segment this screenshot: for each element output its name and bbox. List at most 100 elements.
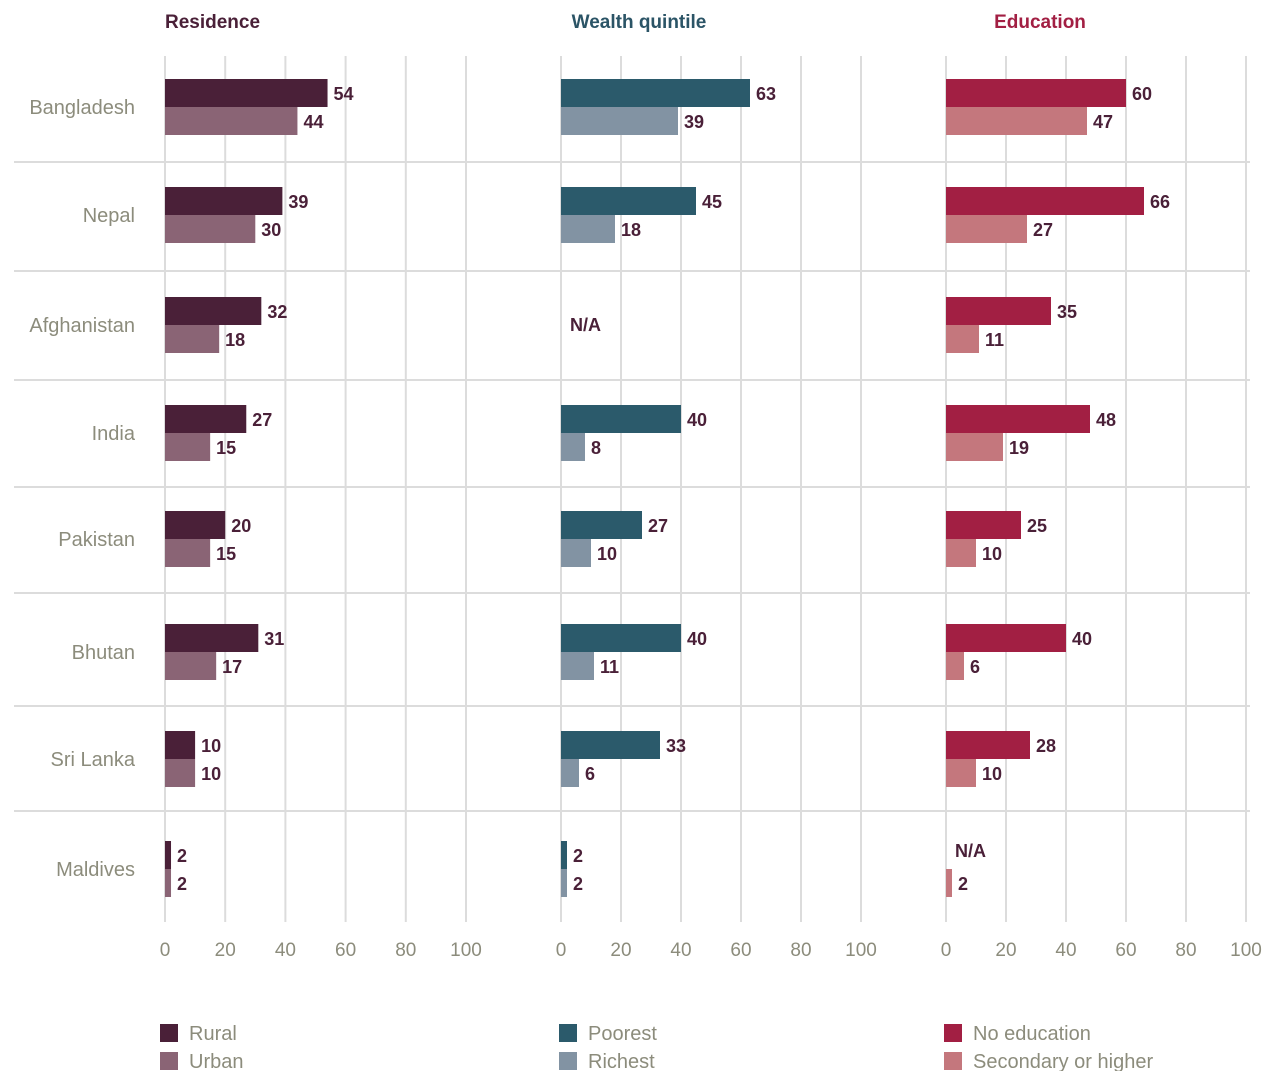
bar-value-label: 45	[702, 192, 722, 212]
bar-value-label: 2	[573, 874, 583, 894]
legend-label: Poorest	[588, 1023, 657, 1045]
panel-title: Wealth quintile	[572, 12, 707, 33]
bar-value-label: 39	[288, 192, 308, 212]
bar-secondary-or-higher	[946, 539, 976, 567]
bar-rural	[165, 731, 195, 759]
bar-value-label: 33	[666, 736, 686, 756]
x-tick-label: 60	[335, 940, 356, 961]
bar-secondary-or-higher	[946, 759, 976, 787]
bar-value-label: 47	[1093, 112, 1113, 132]
legend-label: Richest	[588, 1051, 655, 1071]
country-label: Afghanistan	[29, 315, 135, 337]
bar-rural	[165, 405, 246, 433]
country-label: Sri Lanka	[51, 749, 136, 771]
bar-value-label: 10	[982, 544, 1002, 564]
x-tick-label: 20	[610, 940, 631, 961]
bar-value-label: 8	[591, 438, 601, 458]
bar-urban	[165, 869, 171, 897]
bar-secondary-or-higher	[946, 869, 952, 897]
bar-no-education	[946, 511, 1021, 539]
x-tick-label: 40	[275, 940, 296, 961]
bar-value-label: 20	[231, 516, 251, 536]
bar-value-label: 60	[1132, 84, 1152, 104]
bar-value-label: 27	[648, 516, 668, 536]
bar-urban	[165, 539, 210, 567]
x-tick-label: 80	[395, 940, 416, 961]
legend-swatch	[160, 1024, 178, 1042]
legend-label: Rural	[189, 1023, 237, 1045]
bar-rural	[165, 79, 328, 107]
bar-value-label: 40	[687, 629, 707, 649]
country-label: Pakistan	[58, 529, 135, 551]
bar-value-label: 48	[1096, 410, 1116, 430]
x-tick-label: 80	[1175, 940, 1196, 961]
x-tick-label: 60	[1115, 940, 1136, 961]
bar-secondary-or-higher	[946, 215, 1027, 243]
bar-value-label: 18	[621, 220, 641, 240]
bar-value-label: 10	[201, 764, 221, 784]
x-tick-label: 40	[670, 940, 691, 961]
bar-secondary-or-higher	[946, 107, 1087, 135]
country-label: India	[92, 423, 136, 445]
bar-value-label: 17	[222, 657, 242, 677]
x-tick-label: 100	[845, 940, 877, 961]
x-tick-label: 20	[215, 940, 236, 961]
x-tick-label: 0	[556, 940, 567, 961]
legend-label: Urban	[189, 1051, 243, 1071]
bar-value-label: 66	[1150, 192, 1170, 212]
x-tick-label: 40	[1055, 940, 1076, 961]
x-tick-label: 60	[730, 940, 751, 961]
bar-value-label: 10	[597, 544, 617, 564]
bar-no-education	[946, 731, 1030, 759]
legend-swatch	[160, 1052, 178, 1070]
bar-no-education	[946, 405, 1090, 433]
na-annotation: N/A	[955, 841, 986, 861]
legend-label: No education	[973, 1023, 1091, 1045]
bar-poorest	[561, 405, 681, 433]
bar-urban	[165, 652, 216, 680]
bar-richest	[561, 215, 615, 243]
bar-value-label: 28	[1036, 736, 1056, 756]
bar-value-label: 2	[573, 846, 583, 866]
bar-value-label: 10	[982, 764, 1002, 784]
country-label: Nepal	[83, 205, 135, 227]
bar-urban	[165, 215, 255, 243]
bar-no-education	[946, 187, 1144, 215]
bar-value-label: 6	[970, 657, 980, 677]
legend-swatch	[559, 1024, 577, 1042]
bar-value-label: 39	[684, 112, 704, 132]
bar-secondary-or-higher	[946, 325, 979, 353]
bar-value-label: 32	[267, 302, 287, 322]
bar-value-label: 27	[252, 410, 272, 430]
bar-value-label: 44	[303, 112, 323, 132]
bar-value-label: 6	[585, 764, 595, 784]
bar-poorest	[561, 731, 660, 759]
bar-secondary-or-higher	[946, 433, 1003, 461]
panel-title: Residence	[165, 12, 260, 33]
bar-poorest	[561, 624, 681, 652]
bar-value-label: 27	[1033, 220, 1053, 240]
bar-richest	[561, 652, 594, 680]
legend-swatch	[944, 1024, 962, 1042]
bar-value-label: 30	[261, 220, 281, 240]
bar-rural	[165, 297, 261, 325]
bar-value-label: 2	[177, 846, 187, 866]
bar-urban	[165, 759, 195, 787]
x-tick-label: 80	[790, 940, 811, 961]
x-tick-label: 0	[941, 940, 952, 961]
bar-value-label: 25	[1027, 516, 1047, 536]
bar-richest	[561, 539, 591, 567]
bar-poorest	[561, 187, 696, 215]
bar-rural	[165, 511, 225, 539]
country-label: Bangladesh	[29, 97, 135, 119]
bar-value-label: 18	[225, 330, 245, 350]
bar-richest	[561, 107, 678, 135]
bar-poorest	[561, 79, 750, 107]
bar-value-label: 11	[985, 330, 1004, 350]
bar-richest	[561, 759, 579, 787]
bar-value-label: 54	[334, 84, 354, 104]
bar-no-education	[946, 624, 1066, 652]
bar-urban	[165, 325, 219, 353]
bar-urban	[165, 433, 210, 461]
